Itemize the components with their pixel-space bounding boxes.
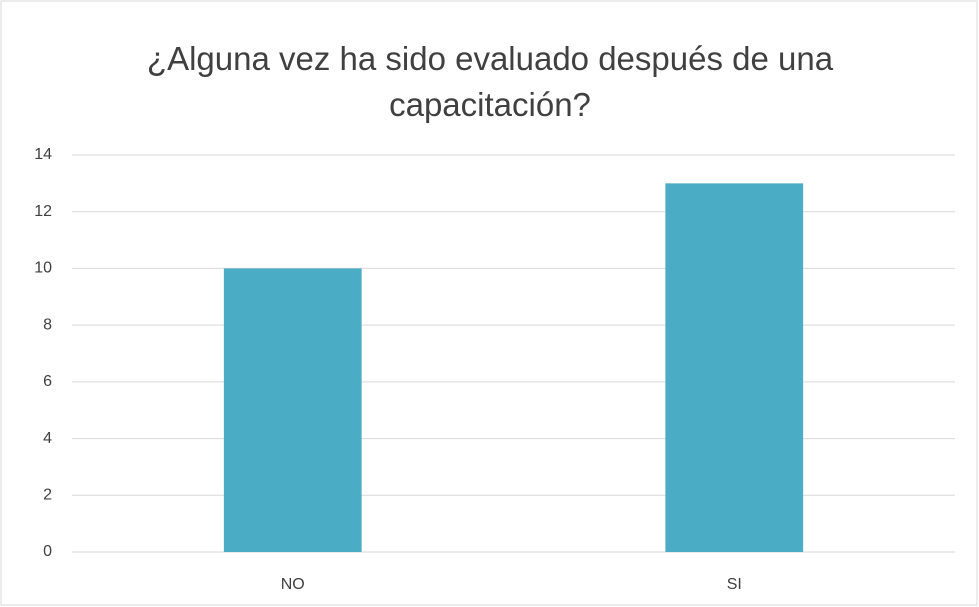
- y-tick-label: 6: [43, 373, 52, 390]
- x-tick-label: NO: [281, 576, 305, 593]
- bar: [223, 268, 362, 552]
- x-tick-label: SI: [727, 576, 742, 593]
- bar: [665, 183, 804, 552]
- y-tick-label: 8: [43, 316, 52, 333]
- y-tick-label: 0: [43, 543, 52, 560]
- y-tick-label: 12: [34, 203, 52, 220]
- y-tick-label: 2: [43, 487, 52, 504]
- y-tick-label: 14: [34, 146, 52, 163]
- y-tick-label: 10: [34, 260, 52, 277]
- y-tick-label: 4: [43, 430, 52, 447]
- chart-title: ¿Alguna vez ha sido evaluado después de …: [146, 40, 834, 123]
